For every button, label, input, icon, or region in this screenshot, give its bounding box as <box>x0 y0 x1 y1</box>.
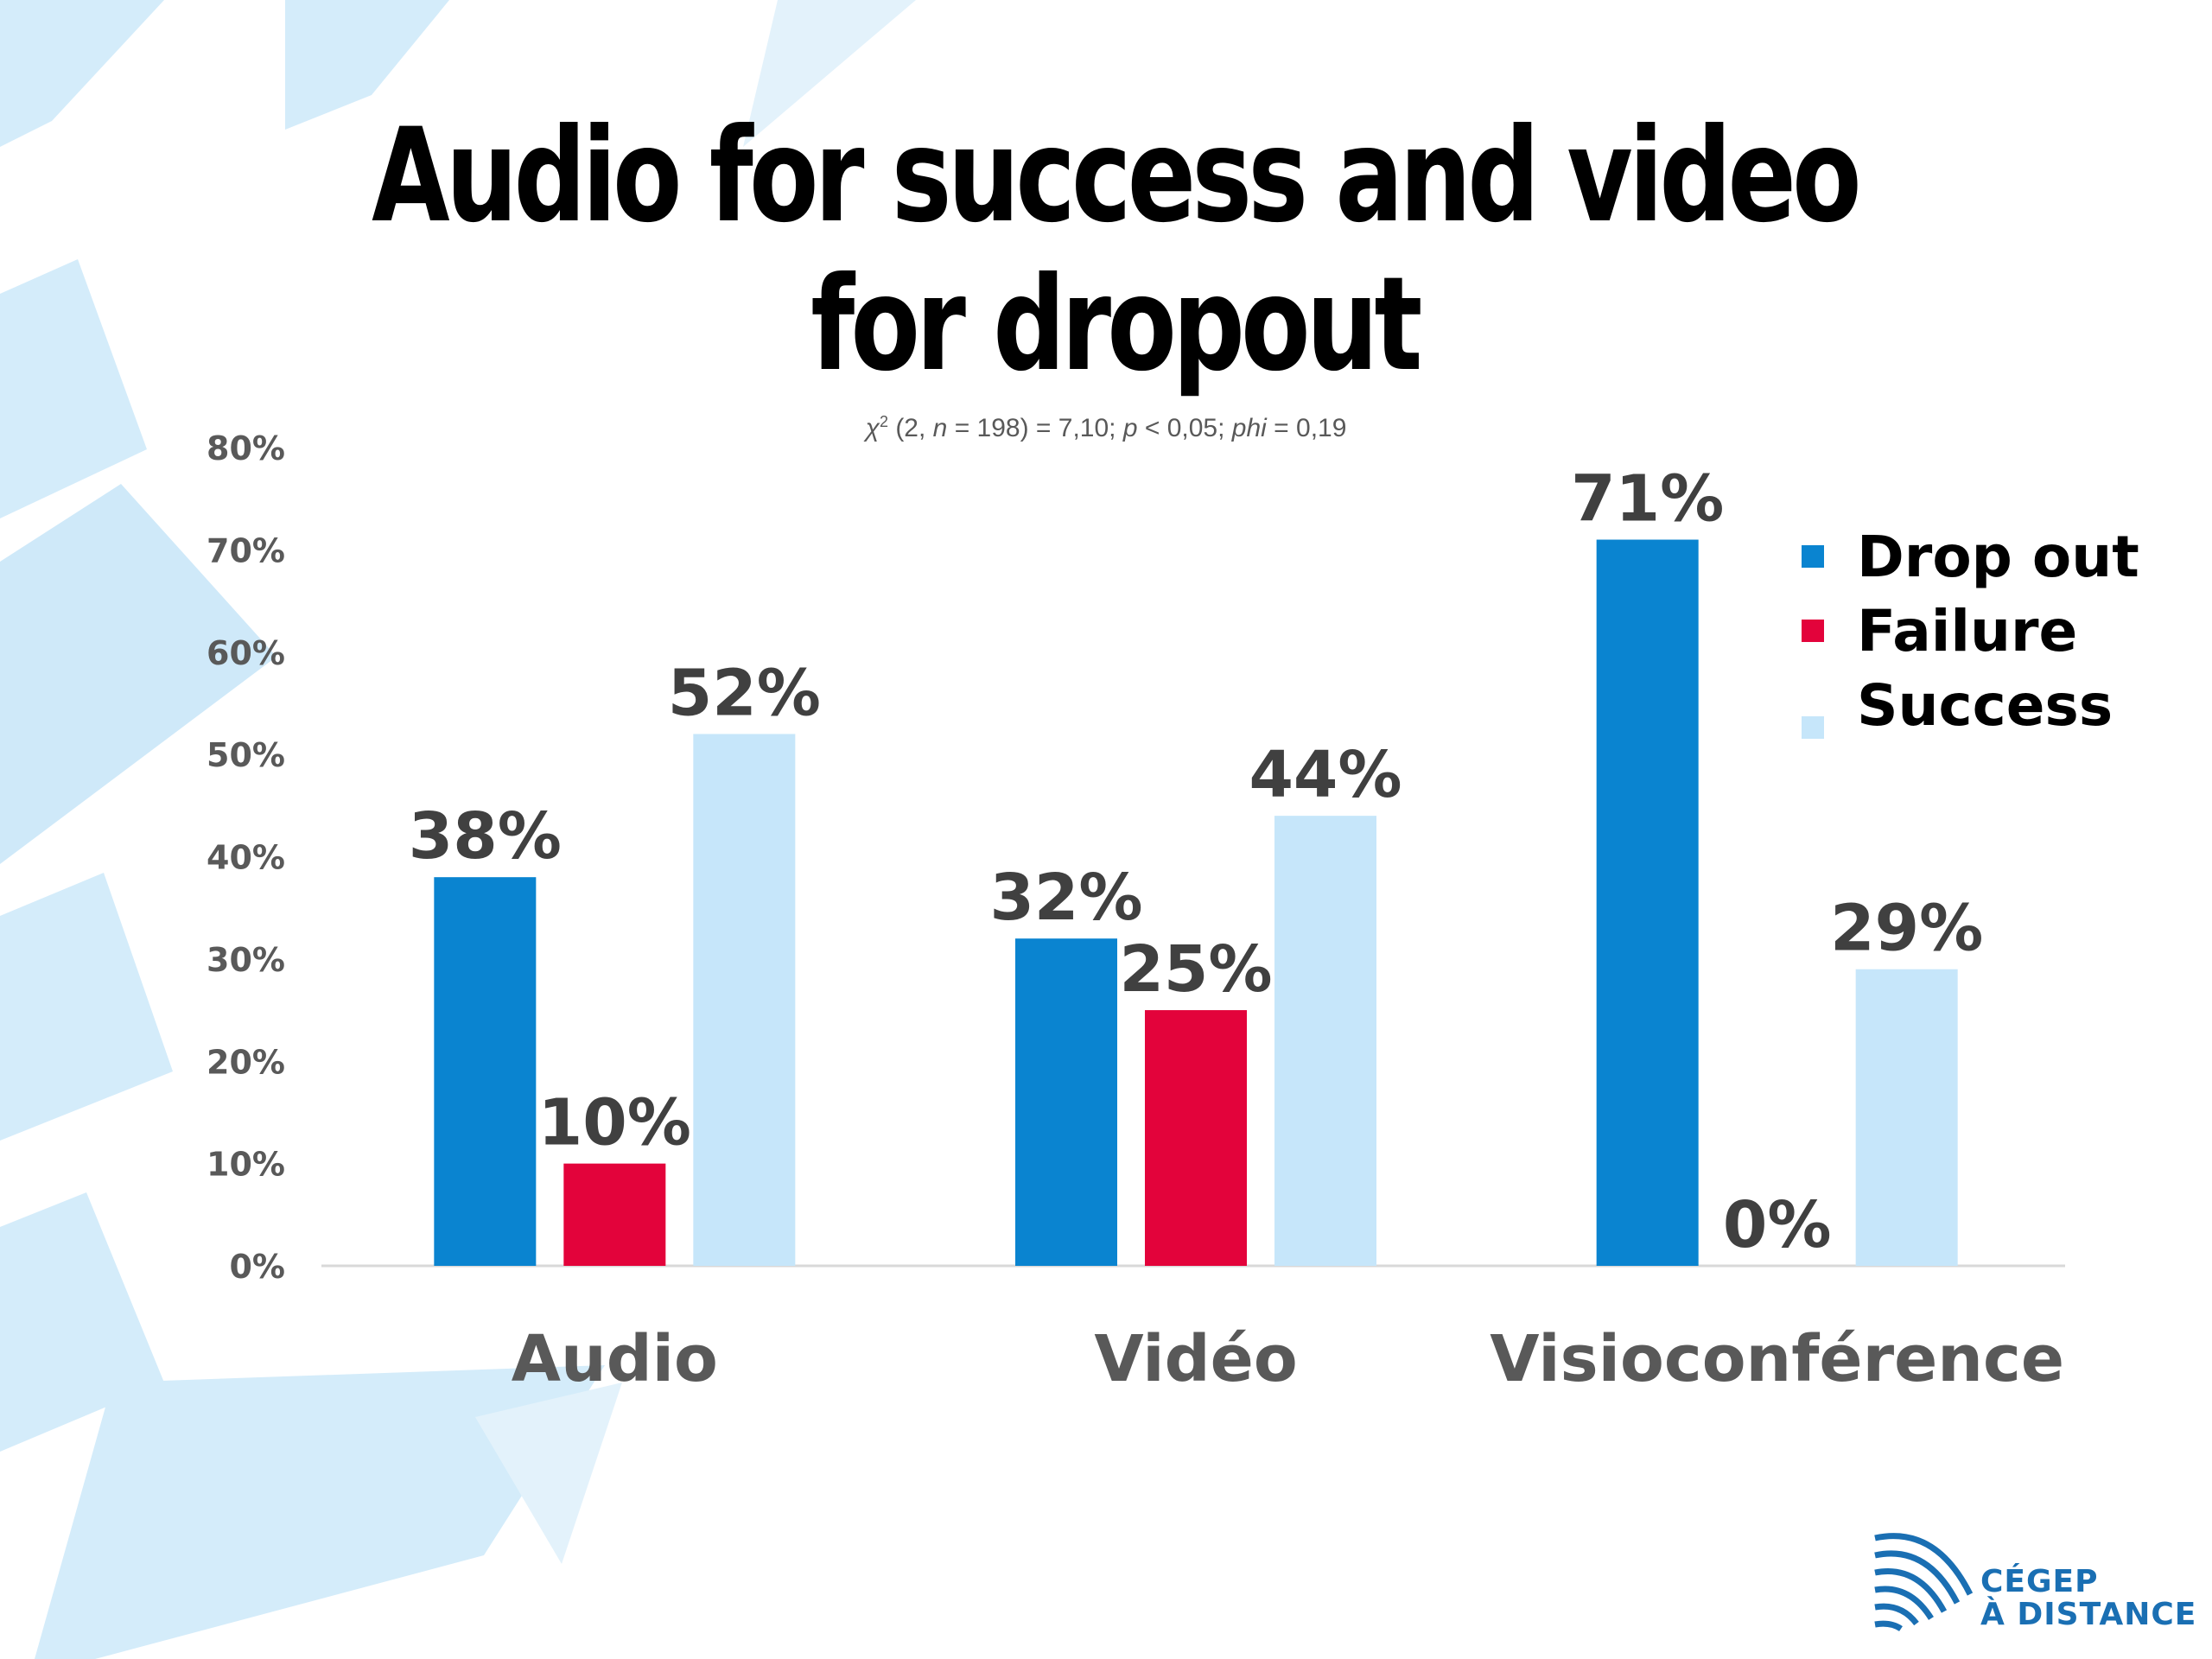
bar <box>1596 539 1699 1266</box>
x-tick-label: Visioconférence <box>1490 1322 2064 1396</box>
bar <box>434 877 537 1266</box>
legend-label: Drop out <box>1857 524 2139 590</box>
data-label: 44% <box>1249 738 1402 812</box>
slide-title: Audio for success and video for dropout <box>372 101 1861 400</box>
bar <box>563 1163 666 1266</box>
data-label: 38% <box>409 799 562 874</box>
bar <box>693 734 796 1266</box>
data-label: 10% <box>538 1086 691 1160</box>
legend-label: Failure <box>1857 598 2077 664</box>
data-label: 32% <box>989 861 1142 935</box>
y-tick-label: 50% <box>207 736 285 774</box>
legend-swatch <box>1802 620 1824 642</box>
bar <box>1855 969 1958 1266</box>
y-tick-label: 30% <box>207 941 285 979</box>
bar <box>1015 938 1117 1266</box>
data-label: 71% <box>1571 462 1724 537</box>
data-label: 0% <box>1723 1188 1832 1262</box>
y-tick-label: 20% <box>207 1043 285 1081</box>
y-tick-label: 80% <box>207 429 285 467</box>
data-label: 25% <box>1119 932 1272 1007</box>
data-label: 29% <box>1830 892 1983 966</box>
data-label: 52% <box>668 656 821 730</box>
legend-swatch <box>1802 716 1824 739</box>
cegep-logo-text: CÉGEP À DISTANCE <box>1980 1564 2197 1632</box>
y-tick-label: 0% <box>229 1248 285 1286</box>
bar <box>1274 816 1376 1266</box>
y-tick-label: 60% <box>207 634 285 672</box>
chi-square-statistic: χ2 (2, n = 198) = 7,10; p < 0,05; phi = … <box>865 413 1347 442</box>
y-tick-label: 70% <box>207 531 285 569</box>
legend-label: Success <box>1857 672 2113 739</box>
bar <box>1145 1010 1247 1266</box>
y-tick-label: 40% <box>207 839 285 877</box>
legend-swatch <box>1802 545 1824 568</box>
x-tick-label: Audio <box>512 1322 718 1396</box>
y-tick-label: 10% <box>207 1146 285 1184</box>
cegep-logo-icon <box>1874 1533 1974 1631</box>
x-tick-label: Vidéo <box>1094 1322 1297 1396</box>
